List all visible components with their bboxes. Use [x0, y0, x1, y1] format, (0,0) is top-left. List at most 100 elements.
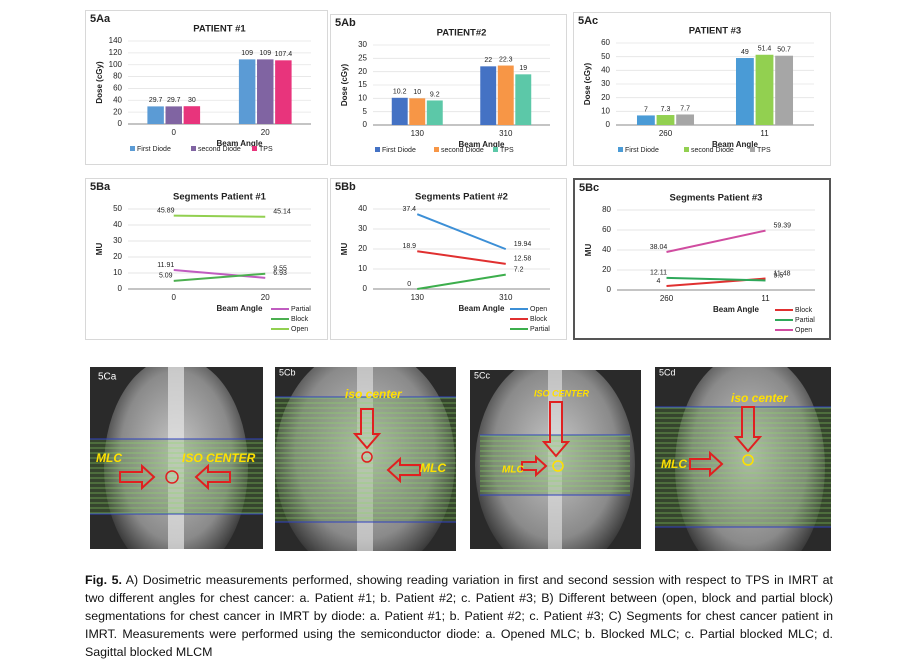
x-tick-label: 260	[660, 294, 674, 303]
chart-title: Segments Patient #2	[415, 192, 508, 203]
chart-panel: 5Ac PATIENT #3 Dose (cGy) Beam Angle 0 10 20 30…	[573, 12, 831, 166]
annotation: MLC	[661, 457, 687, 471]
chart-panel: 5Ba Segments Patient #1 MU Beam Angle 0 10 20 3…	[85, 178, 328, 340]
legend-swatch	[191, 146, 196, 151]
annotation: MLC	[420, 461, 446, 475]
legend-label: Partial	[795, 317, 815, 324]
x-axis-label: Beam Angle	[459, 304, 505, 313]
y-tick-label: 30	[113, 236, 122, 245]
value-label: 11.91	[157, 262, 174, 269]
value-label: 30	[188, 97, 196, 104]
legend-label: Block	[795, 307, 813, 314]
value-label: 109	[259, 50, 271, 57]
x-tick-label: 130	[411, 293, 425, 302]
x-tick-label: 0	[172, 128, 177, 137]
line	[416, 213, 507, 251]
x-tick-label: 260	[659, 129, 673, 138]
legend-swatch	[375, 147, 380, 152]
y-tick-label: 10	[601, 106, 610, 115]
y-tick-label: 60	[602, 225, 611, 234]
value-label: 22.3	[499, 56, 513, 63]
image-panel: 5Cd iso center MLC	[655, 367, 831, 551]
value-label: 51.4	[758, 46, 772, 53]
y-tick-label: 30	[358, 40, 367, 49]
chart: 5Ac PATIENT #3 Dose (cGy) Beam Angle 0 10 20 30…	[578, 15, 814, 154]
chart: 5Ab PATIENT#2 Dose (cGy) Beam Angle 0 5 10 15 20…	[335, 17, 550, 154]
value-label: 12.11	[650, 270, 667, 277]
annotation: iso center	[731, 391, 789, 405]
line	[173, 268, 266, 279]
annotation: MLC	[502, 465, 524, 476]
line	[417, 250, 506, 265]
bar	[755, 54, 774, 125]
value-label: 11.48	[774, 270, 791, 277]
value-label: 49	[741, 49, 749, 56]
caption-label: Fig. 5.	[85, 573, 122, 587]
y-axis-label: Dose (cGy)	[95, 61, 104, 104]
annotation: ISO CENTER	[534, 388, 590, 398]
value-label: 7.3	[661, 106, 671, 113]
bar	[656, 115, 675, 125]
legend-label: second Diode	[691, 147, 734, 154]
value-label: 45.89	[157, 207, 175, 214]
legend-label: TPS	[259, 146, 273, 153]
y-tick-label: 0	[118, 119, 123, 128]
y-tick-label: 120	[109, 48, 123, 57]
y-tick-label: 20	[358, 67, 367, 76]
y-tick-label: 40	[358, 204, 367, 213]
legend-label: Partial	[530, 326, 550, 333]
bar	[515, 74, 532, 125]
line	[666, 276, 766, 282]
panel-label: 5Ac	[578, 15, 598, 27]
legend-label: TPS	[500, 147, 514, 154]
y-tick-label: 60	[601, 38, 610, 47]
value-label: 7	[644, 106, 648, 113]
legend-label: First Diode	[382, 147, 416, 154]
legend-label: First Diode	[625, 147, 659, 154]
value-label: 5.09	[159, 273, 173, 280]
panel-label: 5Cb	[279, 367, 296, 377]
legend-swatch	[684, 147, 689, 152]
y-tick-label: 25	[358, 53, 367, 62]
bar	[165, 106, 182, 124]
chart-panel: 5Ab PATIENT#2 Dose (cGy) Beam Angle 0 5 10 15 20…	[330, 14, 567, 166]
y-tick-label: 10	[358, 264, 367, 273]
y-tick-label: 20	[113, 252, 122, 261]
value-label: 22	[484, 57, 492, 64]
legend-label: second Diode	[441, 147, 484, 154]
legend-label: Partial	[291, 306, 311, 313]
chart: 5Bc Segments Patient #3 MU Beam Angle 0 20 40 6…	[579, 182, 815, 334]
x-axis-label: Beam Angle	[217, 304, 263, 313]
panel-label: 5Aa	[90, 13, 111, 25]
value-label: 45.14	[273, 209, 291, 216]
value-label: 18.9	[402, 243, 416, 250]
legend-label: Block	[291, 316, 309, 323]
value-label: 50.7	[777, 47, 791, 54]
legend-label: First Diode	[137, 146, 171, 153]
y-tick-label: 40	[601, 65, 610, 74]
value-label: 7.7	[680, 105, 690, 112]
bar	[147, 106, 164, 124]
panel-label: 5Bb	[335, 181, 356, 193]
value-label: 7.2	[514, 266, 524, 273]
bar	[275, 60, 292, 124]
y-tick-label: 0	[606, 120, 611, 129]
x-axis-label: Beam Angle	[712, 140, 758, 149]
value-label: 29.7	[149, 97, 163, 104]
annotation: iso center	[345, 387, 403, 401]
bar	[775, 55, 794, 125]
x-tick-label: 11	[761, 294, 770, 303]
chart-title: PATIENT #1	[193, 24, 246, 35]
x-axis-label: Beam Angle	[713, 305, 759, 314]
panel-label: 5Bc	[579, 182, 599, 194]
bar	[409, 98, 426, 125]
line	[666, 229, 766, 253]
value-label: 0	[407, 281, 411, 288]
value-label: 4	[657, 278, 661, 285]
value-label: 38.04	[650, 244, 668, 251]
value-label: 19.94	[514, 241, 532, 248]
value-label: 9.2	[430, 91, 440, 98]
value-label: 9.5	[774, 272, 784, 279]
value-label: 29.7	[167, 97, 181, 104]
annotation: ISO CENTER	[182, 451, 256, 465]
